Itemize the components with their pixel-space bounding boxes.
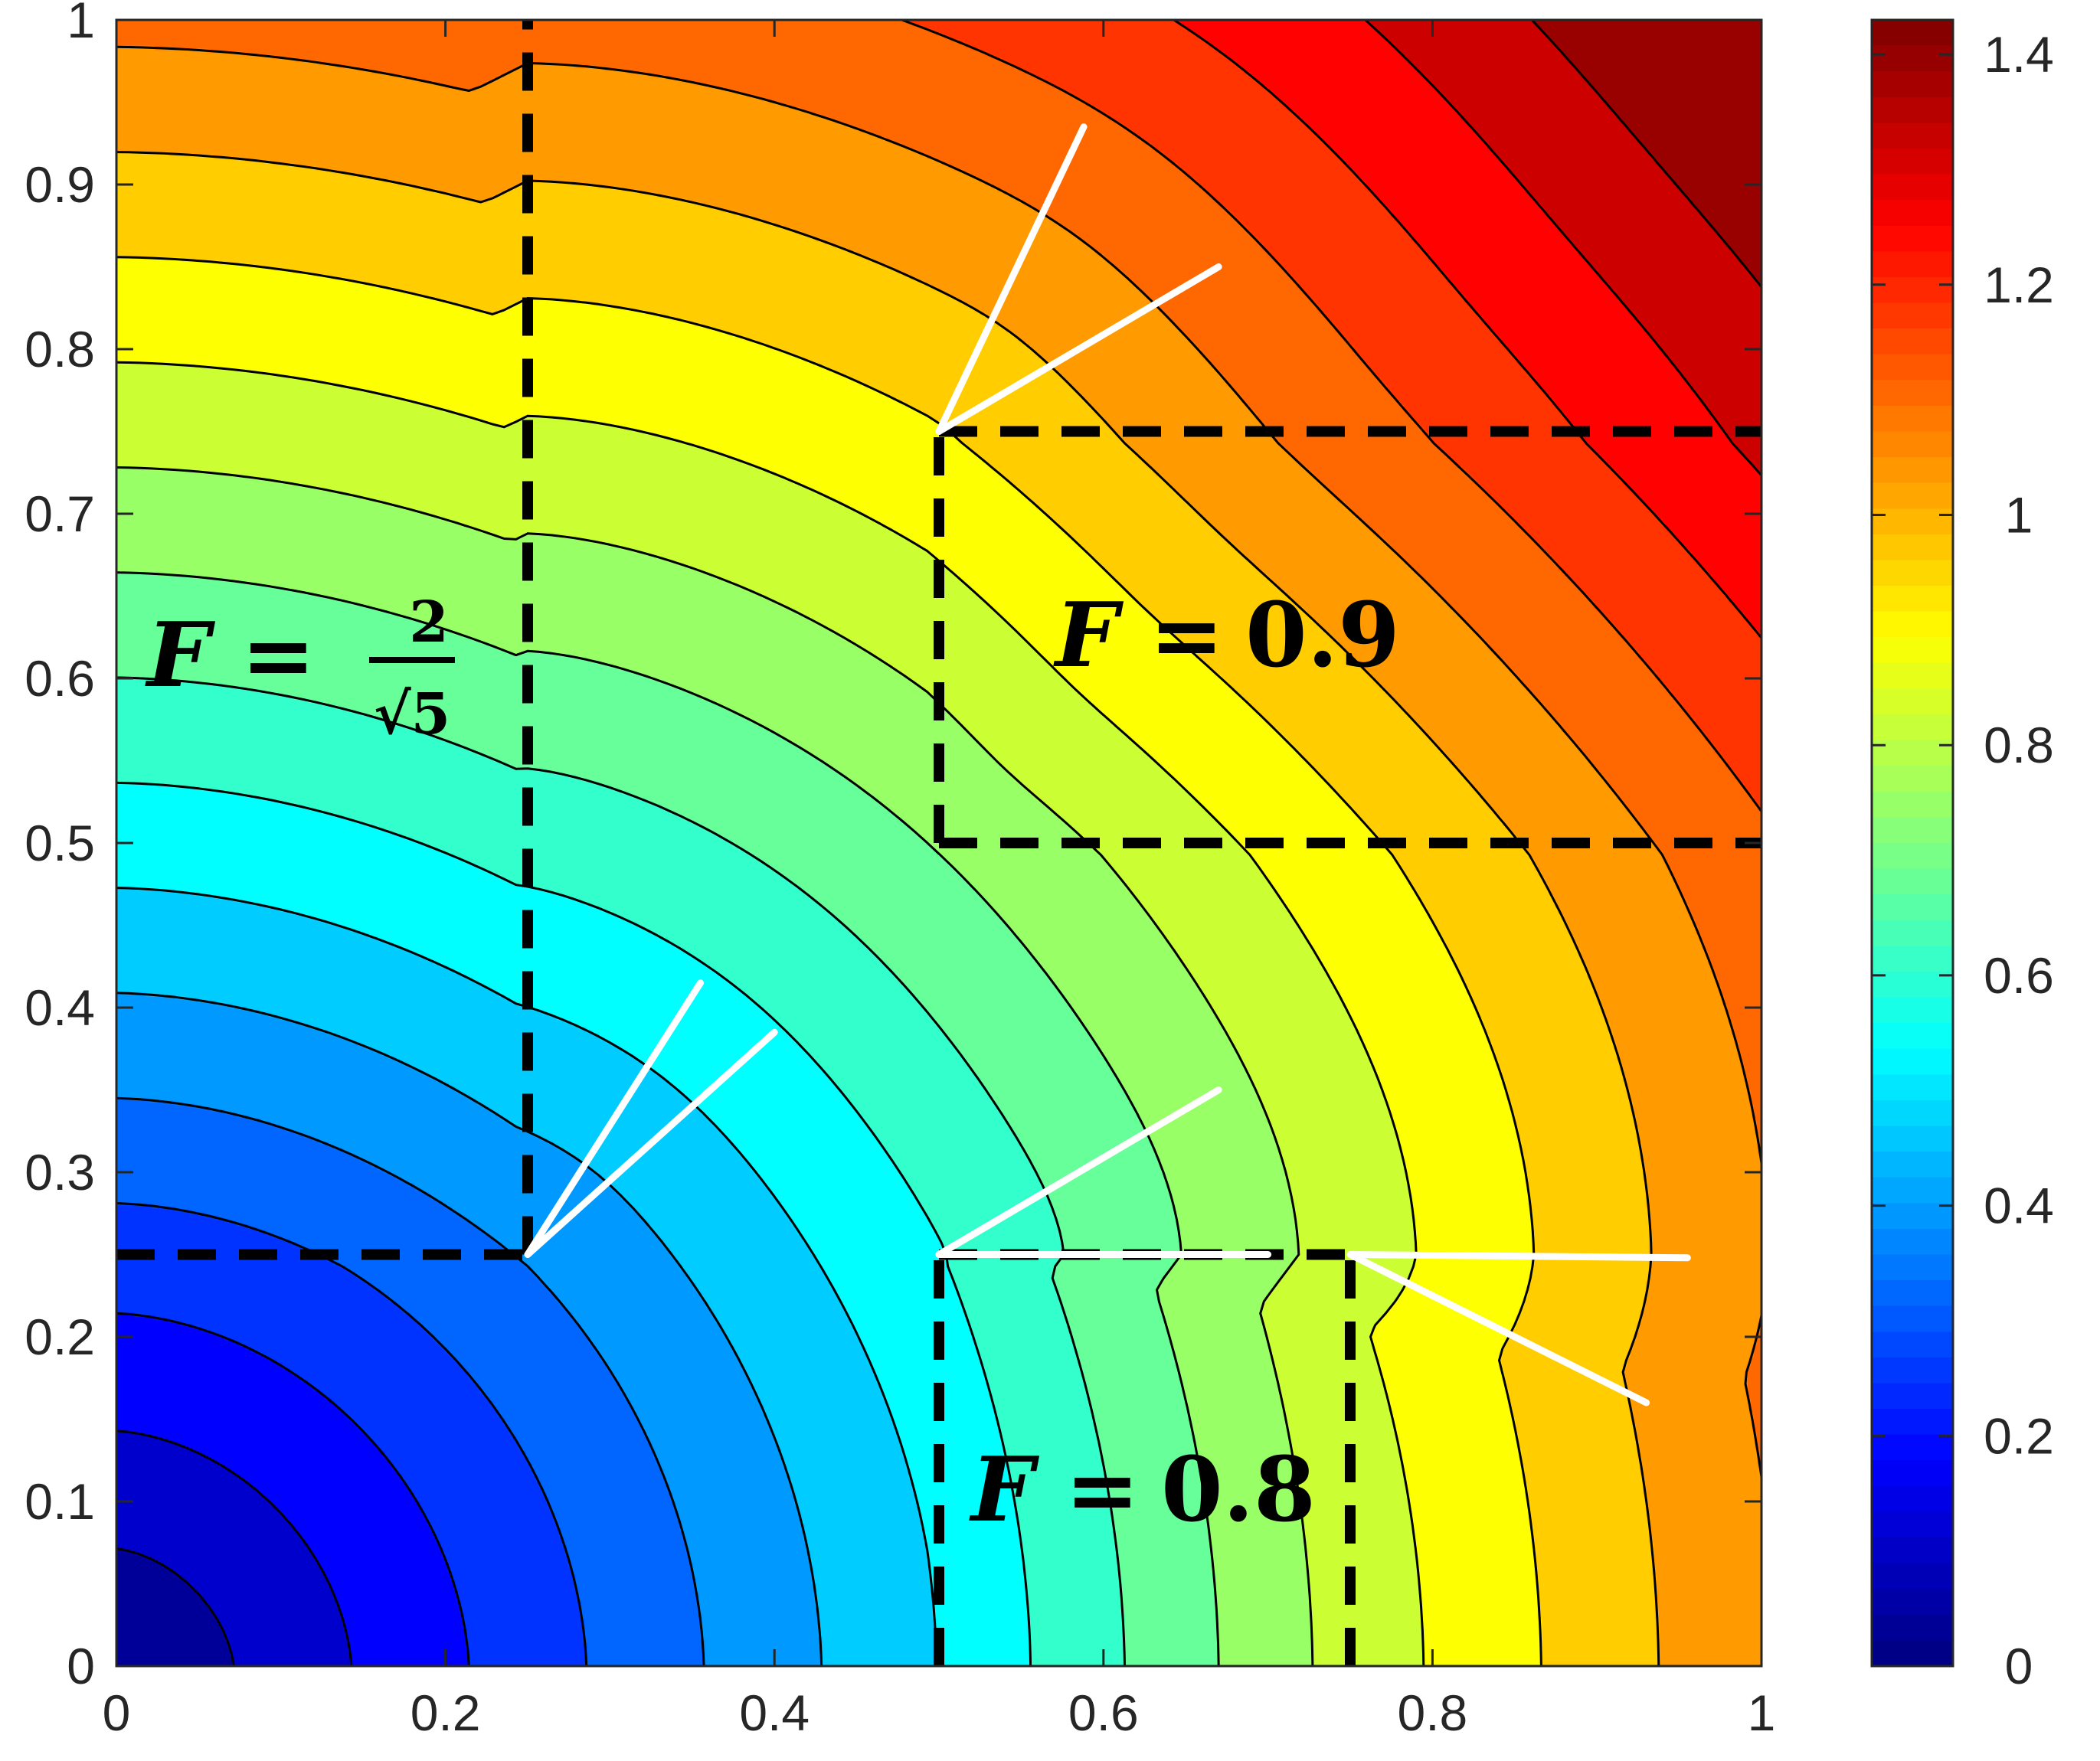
y-tick-label: 0.9 [25, 156, 95, 213]
plot-area: F = 2 √5 F = 0.9 F = 0.8 [115, 18, 1763, 1668]
ray-2-0 [935, 1086, 1222, 1258]
ray-0-1 [524, 1028, 778, 1258]
y-tick-label: 0.2 [25, 1308, 95, 1365]
contour-line-0 [116, 1547, 235, 1666]
contour-line-17 [1364, 20, 1761, 477]
contour-line-7 [116, 781, 1032, 1666]
ray-3-0 [1346, 1251, 1691, 1262]
ray-1-1 [935, 263, 1222, 435]
y-tick-label: 0.7 [25, 485, 95, 542]
contour-line-2 [116, 1312, 470, 1666]
y-tick-label: 0.3 [25, 1144, 95, 1201]
y-axis: 0 0.1 0.2 0.3 0.4 0.5 0.6 0.7 0.8 0.9 1 [25, 0, 1761, 1694]
contour-line-9 [116, 571, 1220, 1666]
region-label-08-value: 0.8 [1161, 1438, 1316, 1542]
contour-line-18 [1530, 20, 1761, 289]
y-tick-label: 0.8 [25, 321, 95, 377]
colorbar-ticks: 0 0.2 0.4 0.6 0.8 1 1.2 1.4 [1872, 26, 2054, 1694]
colorbar-tick-label: 0.4 [1984, 1178, 2054, 1234]
ray-1-0 [935, 123, 1088, 435]
region-label-08: F = 0.8 [969, 1438, 1316, 1542]
x-tick-label: 0.8 [1398, 1684, 1468, 1741]
x-tick-label: 0 [103, 1684, 131, 1741]
contour-line-4 [116, 1096, 705, 1666]
contour-line-13 [116, 151, 1660, 1666]
white-ray-fans [524, 123, 1691, 1407]
y-tick-label: 0.4 [25, 979, 95, 1036]
y-tick-label: 0.5 [25, 815, 95, 871]
contour-line-5 [116, 992, 823, 1666]
colorbar-tick-label: 0.2 [1984, 1407, 2054, 1464]
y-tick-label: 0.6 [25, 650, 95, 707]
colorbar-tick-label: 0.8 [1984, 717, 2054, 773]
colorbar-tick-label: 1.4 [1984, 26, 2054, 83]
contour-line-12 [116, 256, 1542, 1666]
colorbar-fill [1872, 20, 1953, 1666]
region-label-09: F = 0.9 [1053, 583, 1400, 688]
colorbar-tick-label: 0.6 [1984, 947, 2054, 1004]
x-axis: 0 0.2 0.4 0.6 0.8 1 [103, 20, 1776, 1741]
contour-line-1 [116, 1429, 353, 1666]
region-label-09-prefix: F = [1053, 583, 1224, 688]
colorbar-tick-label: 1.2 [1984, 256, 2054, 313]
x-tick-label: 0.2 [411, 1684, 481, 1741]
x-tick-label: 1 [1748, 1684, 1776, 1741]
x-tick-label: 0.4 [739, 1684, 810, 1741]
region-label-root5: F = 2 √5 [145, 590, 455, 747]
contour-line-15 [900, 20, 1761, 813]
region-label-09-value: 0.9 [1245, 583, 1400, 688]
region-label-root5-prefix: F = [145, 603, 316, 707]
contour-line-8 [116, 676, 1126, 1666]
y-tick-label: 0 [67, 1638, 95, 1694]
y-tick-label: 1 [67, 0, 95, 48]
ray-0-0 [524, 979, 705, 1258]
region-label-root5-numerator: 2 [409, 590, 449, 655]
contour-lines [116, 20, 1761, 1666]
region-label-root5-denominator: √5 [374, 681, 450, 747]
x-tick-label: 0.6 [1068, 1684, 1139, 1741]
colorbar-frame [1870, 18, 1954, 1668]
ray-3-1 [1346, 1251, 1650, 1407]
y-tick-label: 0.1 [25, 1473, 95, 1530]
colorbar-tick-label: 1 [2005, 487, 2033, 544]
colorbar: 0 0.2 0.4 0.6 0.8 1 1.2 1.4 [1870, 18, 2054, 1694]
contour-line-11 [116, 361, 1425, 1666]
colorbar-tick-label: 0 [2005, 1638, 2033, 1694]
region-label-08-prefix: F = [969, 1438, 1140, 1542]
contour-line-3 [116, 1202, 588, 1666]
